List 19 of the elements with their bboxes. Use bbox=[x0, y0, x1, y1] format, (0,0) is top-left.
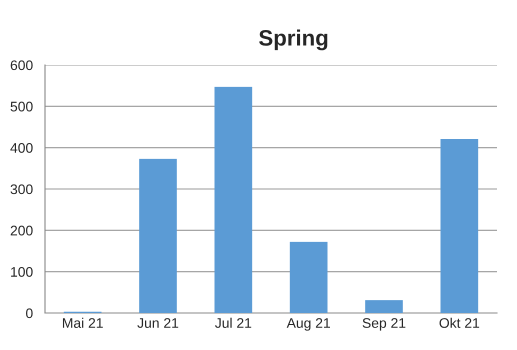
bar bbox=[139, 158, 177, 313]
bar bbox=[365, 300, 403, 313]
x-tick-label: Sep 21 bbox=[362, 318, 406, 331]
y-tick-label: 0 bbox=[26, 308, 33, 318]
x-tick-label: Mai 21 bbox=[62, 318, 103, 328]
bar bbox=[290, 242, 328, 313]
y-tick-label: 200 bbox=[10, 226, 33, 236]
bar bbox=[214, 86, 252, 313]
bar bbox=[440, 138, 478, 313]
y-tick-label: 100 bbox=[11, 267, 33, 277]
x-tick-label: Jun 21 bbox=[137, 318, 178, 328]
y-tick-label: 400 bbox=[10, 143, 33, 153]
x-tick-label: Okt 21 bbox=[440, 318, 480, 328]
y-tick-label: 500 bbox=[10, 102, 33, 112]
y-tick-label: 600 bbox=[10, 60, 33, 70]
y-tick-label: 300 bbox=[10, 184, 33, 194]
x-tick-label: Aug 21 bbox=[286, 318, 330, 331]
x-tick-label: Jul 21 bbox=[215, 318, 252, 328]
chart-title: Spring bbox=[259, 29, 328, 50]
